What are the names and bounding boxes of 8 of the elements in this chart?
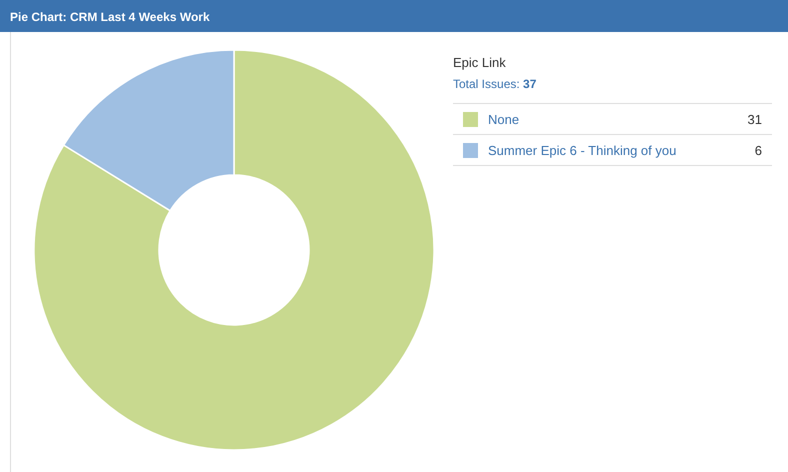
- legend-label: None: [488, 112, 520, 127]
- data-label: 31: [748, 112, 762, 127]
- data-label: 6: [754, 143, 762, 158]
- text: Total Issues: 37: [453, 77, 537, 91]
- donut-slice: [33, 49, 435, 450]
- chart-title: Pie Chart: CRM Last 4 Weeks Work: [10, 10, 210, 24]
- legend-label: Summer Epic 6 - Thinking of you: [488, 143, 676, 158]
- legend-title: Epic Link: [453, 55, 506, 70]
